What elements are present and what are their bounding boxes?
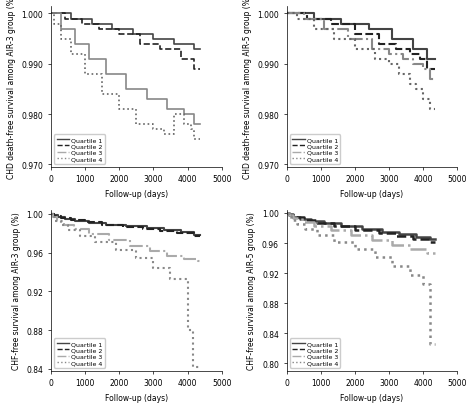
- X-axis label: Follow-up (days): Follow-up (days): [340, 190, 403, 198]
- Legend: Quartile 1, Quartile 2, Quartile 3, Quartile 4: Quartile 1, Quartile 2, Quartile 3, Quar…: [290, 135, 340, 164]
- X-axis label: Follow-up (days): Follow-up (days): [105, 190, 168, 198]
- X-axis label: Follow-up (days): Follow-up (days): [340, 393, 403, 402]
- X-axis label: Follow-up (days): Follow-up (days): [105, 393, 168, 402]
- Legend: Quartile 1, Quartile 2, Quartile 3, Quartile 4: Quartile 1, Quartile 2, Quartile 3, Quar…: [54, 135, 105, 164]
- Y-axis label: CHD death-free survival among AIR-3 group (%): CHD death-free survival among AIR-3 grou…: [7, 0, 16, 179]
- Y-axis label: CHD death-free survival among AIR-5 group (%): CHD death-free survival among AIR-5 grou…: [243, 0, 252, 179]
- Y-axis label: CHF-free survival among AIR-3 group (%): CHF-free survival among AIR-3 group (%): [12, 212, 21, 369]
- Y-axis label: CHF-free survival among AIR-5 group (%): CHF-free survival among AIR-5 group (%): [247, 212, 256, 369]
- Legend: Quartile 1, Quartile 2, Quartile 3, Quartile 4: Quartile 1, Quartile 2, Quartile 3, Quar…: [290, 339, 340, 368]
- Legend: Quartile 1, Quartile 2, Quartile 3, Quartile 4: Quartile 1, Quartile 2, Quartile 3, Quar…: [54, 339, 105, 368]
